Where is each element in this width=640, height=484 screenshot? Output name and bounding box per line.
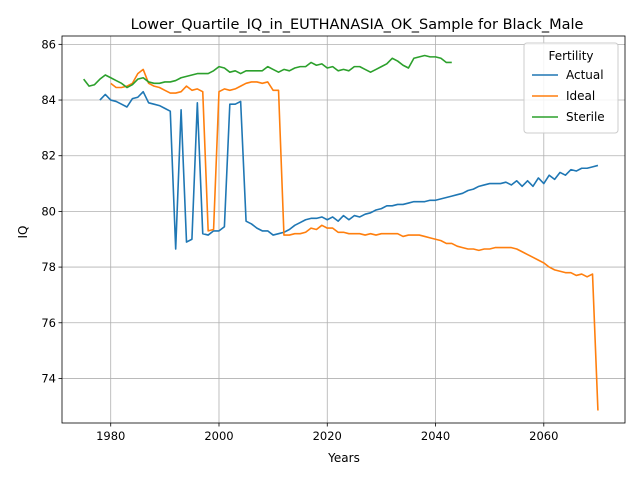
series-line-actual bbox=[99, 90, 599, 250]
x-tick-label: 2000 bbox=[204, 429, 233, 443]
y-tick-label: 86 bbox=[41, 37, 56, 51]
series-line-sterile bbox=[83, 54, 452, 89]
series-lines bbox=[83, 54, 599, 411]
y-axis-ticks: 74 76 78 80 82 84 86 bbox=[41, 37, 62, 385]
legend: Fertility Actual Ideal Sterile bbox=[523, 42, 619, 134]
y-tick-label: 76 bbox=[41, 316, 56, 330]
y-tick-label: 82 bbox=[41, 149, 56, 163]
y-tick-label: 84 bbox=[41, 93, 56, 107]
legend-label-actual: Actual bbox=[566, 68, 604, 82]
chart-title: Lower_Quartile_IQ_in_EUTHANASIA_OK_Sampl… bbox=[131, 17, 584, 33]
y-tick-label: 74 bbox=[41, 371, 56, 385]
x-axis-label: Years bbox=[327, 451, 360, 465]
legend-title: Fertility bbox=[548, 49, 593, 63]
x-tick-label: 2040 bbox=[421, 429, 450, 443]
x-tick-label: 2060 bbox=[529, 429, 558, 443]
plot-area-frame bbox=[61, 35, 626, 424]
x-tick-label: 1980 bbox=[96, 429, 125, 443]
y-axis-label: IQ bbox=[16, 226, 30, 239]
legend-box bbox=[523, 42, 619, 134]
legend-label-ideal: Ideal bbox=[566, 89, 595, 103]
y-tick-label: 78 bbox=[41, 260, 56, 274]
x-axis-ticks: 1980 2000 2020 2040 2060 bbox=[96, 423, 558, 443]
legend-label-sterile: Sterile bbox=[566, 110, 605, 124]
series-line-ideal bbox=[110, 68, 599, 411]
y-tick-label: 80 bbox=[41, 204, 56, 218]
x-tick-label: 2020 bbox=[313, 429, 342, 443]
